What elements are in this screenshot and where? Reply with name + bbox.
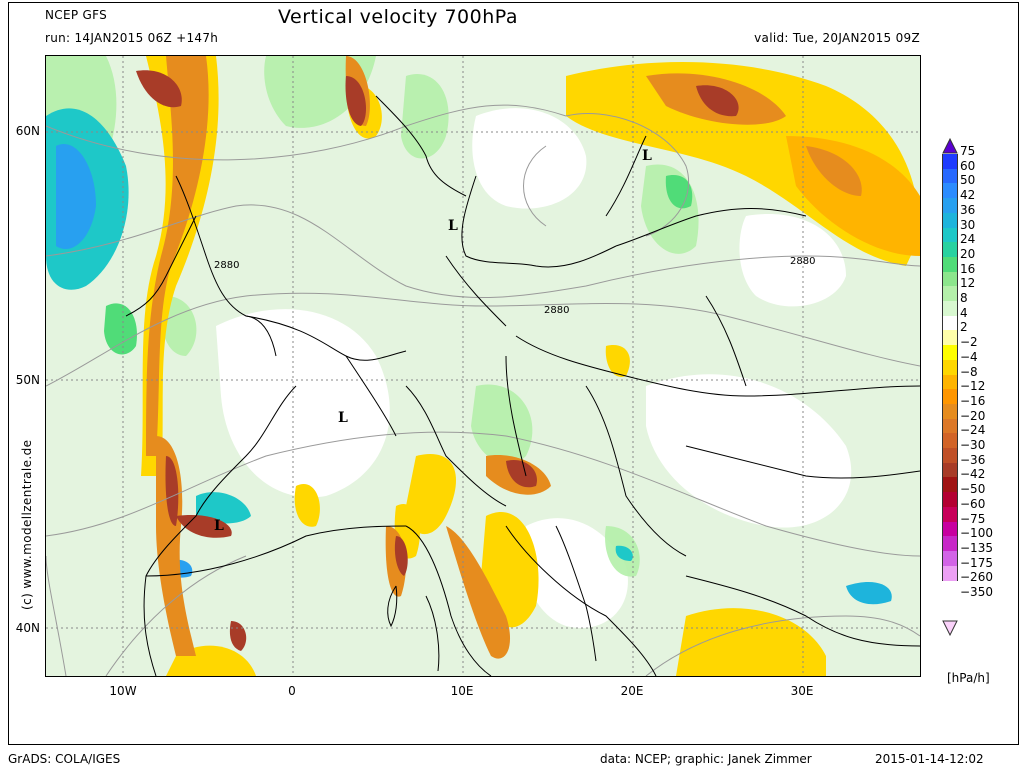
colorbar-label: 2 [960,320,968,335]
colorbar-swatch [942,536,958,552]
colorbar-label: −8 [960,364,978,379]
footer-timestamp: 2015-01-14-12:02 [875,752,984,766]
colorbar-label: 30 [960,217,976,232]
low-pressure-marker: L [642,148,652,164]
colorbar-swatch [942,198,958,214]
colorbar-label: −60 [960,496,986,511]
lon-label-20e: 20E [620,684,644,698]
colorbar-label: 20 [960,246,976,261]
colorbar-unit: [hPa/h] [947,671,990,685]
colorbar-label: 4 [960,305,968,320]
low-pressure-marker: L [338,410,348,426]
model-name: NCEP GFS [45,8,107,22]
colorbar-label: 8 [960,291,968,305]
colorbar-swatch [942,330,958,346]
run-info: run: 14JAN2015 06Z +147h [45,31,219,45]
contour-label: 2880 [214,260,239,271]
colorbar-swatch [942,374,958,390]
colorbar-swatch [942,315,958,331]
lon-label-30e: 30E [790,684,814,698]
chart-title: Vertical velocity 700hPa [278,6,519,28]
colorbar-label: 50 [960,173,976,188]
colorbar-label: −75 [960,511,986,526]
lat-label-50n: 50N [15,373,40,387]
lat-label-60n: 60N [15,124,40,138]
colorbar-label: −20 [960,408,986,423]
footer-credits: data: NCEP; graphic: Janek Zimmer [600,752,812,766]
colorbar-swatch [942,462,958,478]
colorbar-swatch [942,433,958,449]
geopotential-contours [46,104,920,676]
contour-label: 2880 [544,305,569,316]
graticule [46,56,920,676]
colorbar-swatch [942,301,958,317]
colorbar-swatch [942,448,958,464]
colorbar-swatch [942,212,958,228]
lon-label-0: 0 [288,684,296,698]
colorbar-label: 12 [960,276,976,291]
colorbar-swatch [942,403,958,420]
colorbar-swatch [942,506,958,522]
colorbar-swatch [942,477,958,493]
colorbar-label: −50 [960,482,986,497]
colorbar-swatch [942,565,958,581]
colorbar-label: −350 [960,585,993,599]
colorbar-label: −260 [960,570,993,585]
coastlines-borders [125,95,920,676]
colorbar-swatch [942,242,958,258]
colorbar-label: 16 [960,261,976,276]
colorbar-label: −36 [960,452,986,467]
colorbar-bottom-arrow [942,620,958,636]
colorbar-label: −2 [960,335,978,350]
colorbar-label: −12 [960,379,986,394]
footer-software: GrADS: COLA/IGES [8,752,121,766]
colorbar-label: −16 [960,393,986,408]
colorbar-swatch [942,359,958,375]
lon-label-10e: 10E [450,684,474,698]
colorbar-label: −24 [960,423,986,438]
colorbar-swatch [942,227,958,243]
strong-subsidence-areas [136,70,739,651]
colorbar-swatch [942,389,958,405]
colorbar-label: −4 [960,349,978,364]
colorbar-swatch [942,183,958,199]
colorbar-swatch [942,345,958,361]
colorbar-label: 60 [960,158,976,173]
lon-label-10w: 10W [109,684,137,698]
colorbar-label: −42 [960,467,986,482]
copyright-note: (c) www.modellzentrale.de [20,439,34,610]
valid-time: valid: Tue, 20JAN2015 09Z [754,31,920,45]
colorbar-swatch [942,521,958,537]
colorbar-label: −135 [960,540,993,555]
colorbar-label: 24 [960,232,976,247]
colorbar-label: −30 [960,438,986,452]
colorbar-label: 36 [960,202,976,217]
low-pressure-marker: L [448,218,458,234]
colorbar-swatch [942,256,958,273]
colorbar-swatch [942,492,958,508]
figure-frame [8,2,1019,745]
colorbar-swatch [942,271,958,287]
low-pressure-marker: L [214,518,224,534]
vertical-velocity-map: 2880 2880 2880 L L L L [45,55,921,677]
colorbar-swatch [942,154,958,170]
colorbar-swatch [942,418,958,434]
colorbar-label: −175 [960,555,993,570]
low-pressure-markers: L L L L [214,148,652,534]
colorbar-label: 42 [960,188,976,203]
colorbar-swatch [942,550,958,567]
lat-label-40n: 40N [15,621,40,635]
colorbar-top-arrow [942,138,958,154]
colorbar-swatch [942,168,958,184]
colorbar-swatch [942,286,958,302]
colorbar-label: −100 [960,526,993,541]
contour-label: 2880 [790,256,815,267]
contour-label-group: 2880 2880 2880 [214,256,815,316]
colorbar-label: 75 [960,144,976,158]
